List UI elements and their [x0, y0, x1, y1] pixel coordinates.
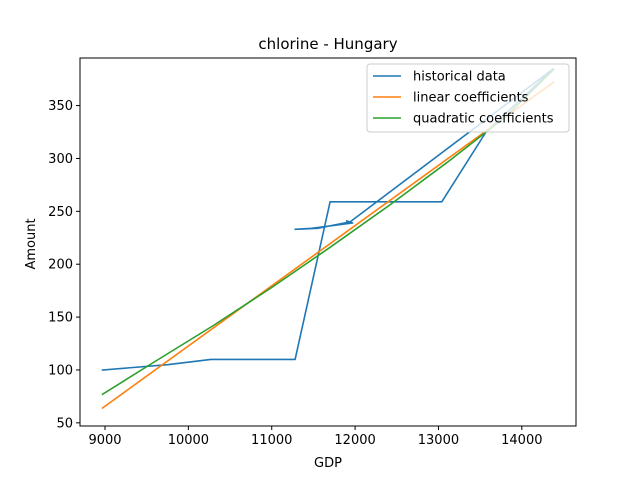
x-tick-label: 12000: [334, 433, 375, 448]
legend-label-2: linear coefficients: [413, 91, 529, 106]
series-line-2: [101, 81, 555, 410]
y-tick-label: 250: [48, 205, 73, 220]
y-tick-label: 150: [48, 311, 73, 326]
y-tick-label: 50: [56, 416, 73, 431]
legend-label-1: historical data: [413, 70, 506, 85]
y-tick-label: 350: [48, 99, 73, 114]
y-tick-label: 200: [48, 258, 73, 273]
chart-title: chlorine - Hungary: [258, 35, 397, 53]
y-axis-label: Amount: [24, 218, 39, 269]
x-tick-label: 13000: [418, 433, 459, 448]
x-axis-label: GDP: [314, 456, 342, 471]
x-tick-label: 11000: [251, 433, 292, 448]
legend-label-3: quadratic coefficients: [413, 112, 554, 127]
y-tick-label: 100: [48, 363, 73, 378]
legend-box: [366, 63, 570, 133]
x-tick-label: 9000: [88, 433, 121, 448]
axis-ticks: 9000 10000 11000 12000 13000 14000 50 100 150 200…: [48, 99, 542, 448]
legend: historical data linear coefficients quadra…: [366, 63, 570, 133]
x-tick-label: 10000: [168, 433, 209, 448]
axes-frame: [79, 57, 577, 427]
y-tick-label: 300: [48, 152, 73, 167]
x-tick-label: 14000: [501, 433, 542, 448]
